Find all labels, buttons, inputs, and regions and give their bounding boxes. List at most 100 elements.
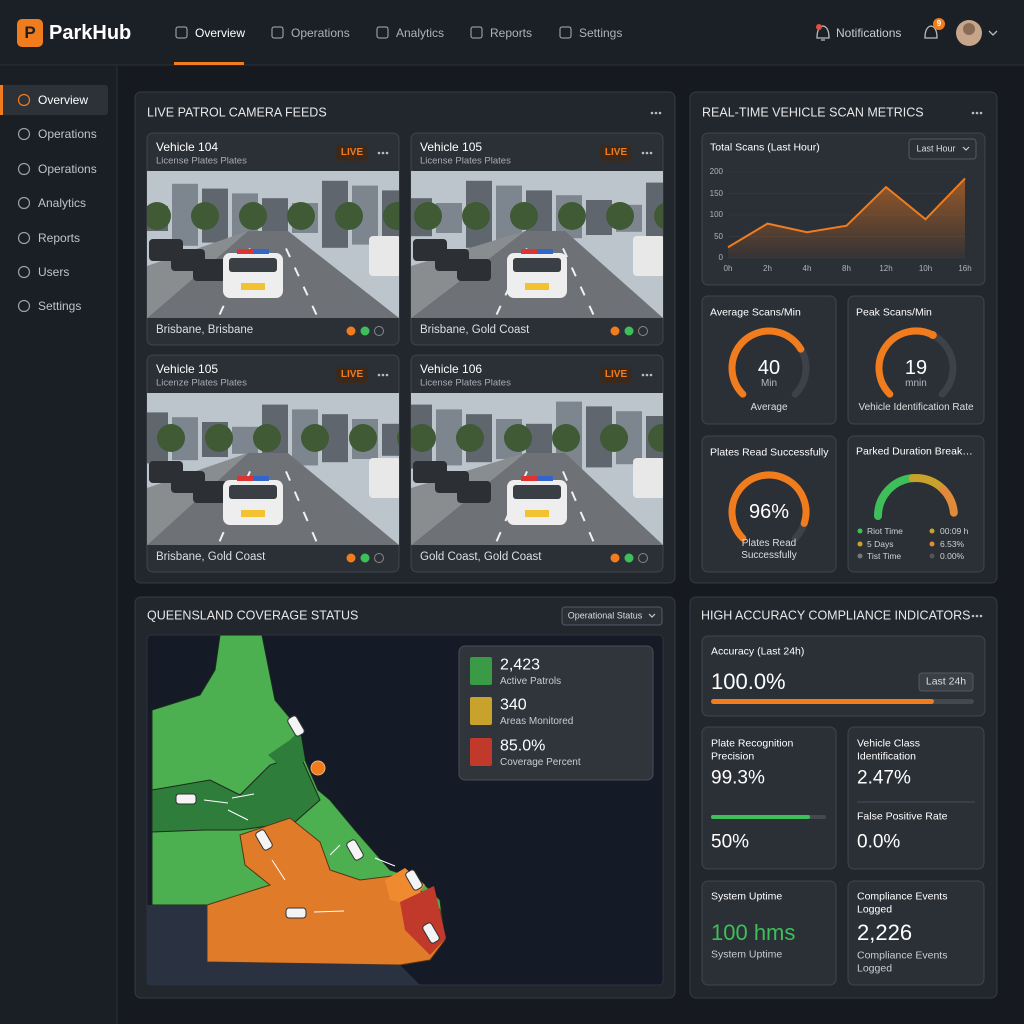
status-dot — [638, 326, 648, 336]
menu-dot — [649, 151, 653, 155]
patrol-arrow — [271, 859, 286, 881]
nav-item[interactable]: Reports — [490, 25, 533, 40]
nav-item[interactable]: Analytics — [396, 25, 445, 40]
lane-mark — [218, 305, 225, 315]
side-icon — [17, 265, 31, 279]
gauge-value: 40 — [757, 357, 781, 379]
patrol-arrow — [374, 857, 396, 867]
lane-mark — [579, 511, 586, 522]
pill-label[interactable]: Last 24h — [925, 675, 967, 688]
card-title: Accuracy (Last 24h) — [711, 645, 805, 658]
gauge-title: Average Scans/Min — [710, 306, 801, 319]
sidebar-item[interactable]: Reports — [38, 230, 81, 245]
menu-dot — [641, 373, 645, 377]
parked-car — [193, 481, 227, 503]
patrol-icon — [175, 793, 197, 805]
nav-item[interactable]: Operations — [291, 25, 350, 40]
lane-mark — [588, 531, 595, 542]
menu-dot — [381, 373, 385, 377]
card-value: 2,226 — [857, 919, 913, 945]
legend-dot — [929, 541, 935, 547]
notifications[interactable]: Notifications — [836, 25, 902, 40]
x-tick-label: 2h — [763, 264, 772, 274]
tree — [606, 202, 634, 230]
menu-dot — [377, 373, 381, 377]
uptime-card — [701, 880, 837, 986]
dropdown-label[interactable]: Operational Status — [567, 610, 643, 621]
sidebar-item[interactable]: Analytics — [38, 195, 87, 210]
chevron — [988, 30, 998, 36]
tree — [456, 424, 484, 452]
live-status: LIVE — [340, 147, 364, 158]
stat-label: Coverage Percent — [500, 757, 581, 768]
tree — [411, 424, 436, 452]
nav-icon — [376, 26, 389, 39]
notify-dot — [816, 24, 822, 30]
sidebar-item[interactable]: Overview — [38, 92, 89, 107]
camera-image — [411, 171, 663, 318]
feed-subtitle: Licenze Plates Plates — [156, 377, 247, 389]
menu-dot — [971, 111, 975, 115]
status-dot — [346, 553, 356, 563]
nav-item[interactable]: Settings — [579, 25, 623, 40]
nav-icon — [559, 26, 572, 39]
dropdown-label[interactable]: Last Hour — [916, 143, 956, 154]
gauge-caption: Average — [750, 402, 788, 413]
sidebar-item[interactable]: Users — [38, 264, 70, 279]
tree — [157, 424, 185, 452]
nav-icon — [470, 26, 483, 39]
lane-mark — [285, 471, 291, 481]
lane-mark — [579, 286, 586, 296]
sidebar-bg — [0, 66, 117, 1024]
light-red — [237, 476, 253, 481]
lane-mark — [570, 491, 577, 502]
patrol-icon — [287, 715, 305, 737]
nav-icon — [175, 26, 188, 39]
badge — [933, 18, 945, 30]
duration-segment — [874, 474, 917, 520]
patrol-icon — [405, 869, 423, 891]
nav-icon — [271, 26, 284, 39]
sidebar-active[interactable] — [0, 85, 108, 115]
panel-title: QUEENSLAND COVERAGE STATUS — [147, 608, 359, 623]
logo-letter: P — [24, 22, 36, 42]
menu-dot — [979, 111, 983, 115]
x-tick-label: 4h — [802, 264, 812, 274]
patrol-arrow — [329, 844, 341, 856]
parked-car — [193, 259, 227, 281]
feed-location: Brisbane, Gold Coast — [156, 551, 266, 564]
menu-dot — [381, 151, 385, 155]
bell-icon[interactable] — [924, 25, 938, 39]
duration-segment — [938, 485, 958, 517]
region-darkgreen — [268, 730, 305, 775]
sidebar-item[interactable]: Settings — [38, 298, 82, 313]
light-blue — [253, 476, 269, 481]
light-red — [237, 249, 253, 254]
logo-mark — [17, 19, 43, 47]
card-value: 0.0% — [857, 831, 901, 853]
y-tick-label: 0 — [718, 253, 723, 263]
sidebar-item[interactable]: Operations — [38, 126, 97, 141]
lane-mark — [285, 247, 291, 258]
gauge-value: 96% — [748, 501, 790, 523]
parked-car — [457, 259, 491, 281]
stat-value: 340 — [500, 696, 527, 714]
bell-icon[interactable] — [816, 25, 830, 41]
legend-label: Tist Time — [867, 550, 902, 561]
card-title: Compliance Events Logged — [857, 890, 948, 915]
card-value: 100.0% — [711, 668, 786, 694]
tree — [504, 424, 532, 452]
x-tick-label: 16h — [958, 264, 972, 274]
lane-mark — [562, 471, 568, 481]
legend-dot — [929, 528, 935, 534]
logo: ParkHub — [49, 22, 132, 44]
card-value: 50% — [711, 831, 750, 853]
nav-item[interactable]: Overview — [195, 25, 246, 40]
gauge-dot — [928, 331, 937, 340]
duration-card — [847, 435, 985, 573]
tree — [301, 424, 329, 452]
legend-dot — [857, 528, 863, 534]
sidebar-item[interactable]: Operations — [38, 161, 97, 176]
gauge-unit: Min — [760, 378, 778, 389]
stat-label: Areas Monitored — [500, 716, 574, 727]
